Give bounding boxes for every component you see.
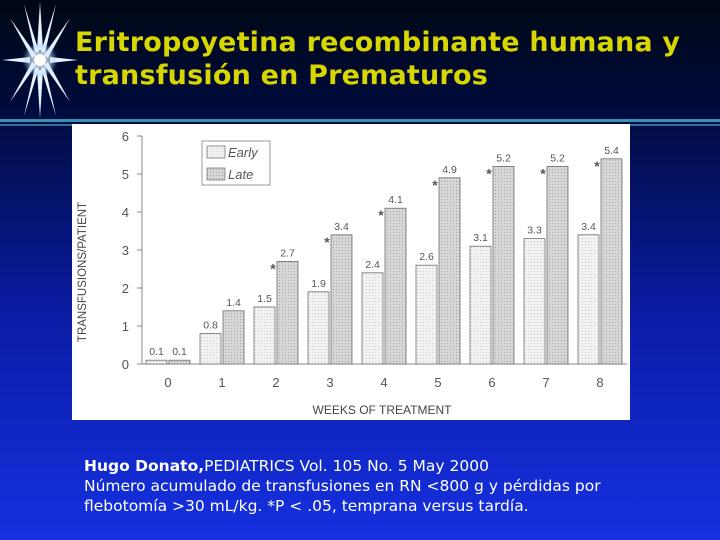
bar-early (469, 245, 492, 365)
x-tick-label: 2 (272, 375, 279, 390)
bar-late (384, 207, 407, 365)
legend-swatch-early (206, 145, 226, 159)
bar-early (361, 272, 384, 365)
y-tick-label: 1 (122, 319, 129, 334)
x-tick-label: 0 (164, 375, 171, 390)
y-tick-label: 5 (122, 167, 129, 182)
data-label-early: 2.4 (365, 259, 380, 271)
caption: Hugo Donato,PEDIATRICS Vol. 105 No. 5 Ma… (84, 456, 704, 516)
legend-label-late: Late (228, 167, 253, 182)
data-label-early: 0.1 (149, 346, 164, 358)
x-tick-label: 8 (596, 375, 603, 390)
bar-chart: 0 1 2 3 4 5 6 0 1 2 3 4 5 6 7 8 0.1 0.1 0.8 1.4 1.5 2.7 * 1.9 3… (77, 129, 627, 417)
significance-marker: * (594, 158, 600, 174)
x-tick-label: 3 (326, 375, 333, 390)
bar-early (145, 359, 168, 365)
data-label-late: 0.1 (172, 346, 187, 358)
data-label-late: 5.2 (496, 152, 511, 164)
data-label-early: 2.6 (419, 251, 434, 263)
x-axis-label: WEEKS OF TREATMENT (313, 403, 453, 417)
x-tick-label: 6 (488, 375, 495, 390)
bar-late (276, 260, 299, 365)
bar-early (577, 234, 600, 365)
data-label-late: 2.7 (280, 247, 295, 259)
y-tick-label: 2 (122, 281, 129, 296)
significance-marker: * (486, 165, 492, 181)
bar-late (438, 177, 461, 365)
legend-swatch-late (206, 167, 226, 181)
data-label-late: 1.4 (226, 297, 241, 309)
y-tick-label: 6 (122, 129, 129, 144)
bar-early (523, 238, 546, 365)
significance-marker: * (540, 165, 546, 181)
legend-box (201, 140, 271, 186)
data-label-early: 3.3 (527, 225, 542, 237)
data-label-early: 1.9 (311, 278, 326, 290)
y-axis-label: TRANSFUSIONS/PATIENT (77, 202, 89, 342)
x-tick-label: 7 (542, 375, 549, 390)
bar-early (253, 306, 276, 365)
x-tick-label: 4 (380, 375, 387, 390)
legend-label-early: Early (228, 145, 259, 160)
bar-late (330, 234, 353, 365)
bar-early (415, 264, 438, 365)
bar-early (199, 333, 222, 365)
bar-late (168, 359, 191, 365)
x-tick-label: 5 (434, 375, 441, 390)
caption-citation: Hugo Donato,PEDIATRICS Vol. 105 No. 5 Ma… (84, 456, 704, 476)
data-label-late: 5.2 (550, 152, 565, 164)
data-label-early: 3.1 (473, 232, 488, 244)
caption-author: Hugo Donato, (84, 457, 205, 475)
data-label-late: 5.4 (604, 145, 619, 157)
title-divider (0, 119, 720, 122)
bar-early (307, 291, 330, 365)
significance-marker: * (432, 177, 438, 193)
data-label-early: 0.8 (203, 320, 218, 332)
data-label-late: 4.1 (388, 194, 403, 206)
significance-marker: * (324, 234, 330, 250)
slide-title: Eritropoyetina recombinante humana y tra… (75, 27, 681, 91)
data-label-late: 4.9 (442, 164, 457, 176)
caption-description: Número acumulado de transfusiones en RN … (84, 477, 601, 495)
significance-marker: * (378, 207, 384, 223)
data-label-early: 3.4 (581, 221, 596, 233)
caption-footnote: flebotomía >30 mL/kg. *P < .05, temprana… (84, 497, 529, 515)
starburst-decoration (2, 2, 78, 118)
y-tick-label: 3 (122, 243, 129, 258)
significance-marker: * (270, 260, 276, 276)
data-label-late: 3.4 (334, 221, 349, 233)
bar-late (492, 166, 515, 365)
chart-panel: 0 1 2 3 4 5 6 0 1 2 3 4 5 6 7 8 0.1 0.1 0.8 1.4 1.5 2.7 * 1.9 3… (72, 124, 630, 420)
y-tick-label: 4 (122, 205, 129, 220)
bar-late (546, 166, 569, 365)
data-label-early: 1.5 (257, 293, 272, 305)
caption-journal: PEDIATRICS Vol. 105 No. 5 May 2000 (204, 457, 489, 475)
bar-late (600, 158, 623, 365)
y-tick-label: 0 (122, 357, 129, 372)
x-tick-label: 1 (218, 375, 225, 390)
bar-late (222, 310, 245, 365)
